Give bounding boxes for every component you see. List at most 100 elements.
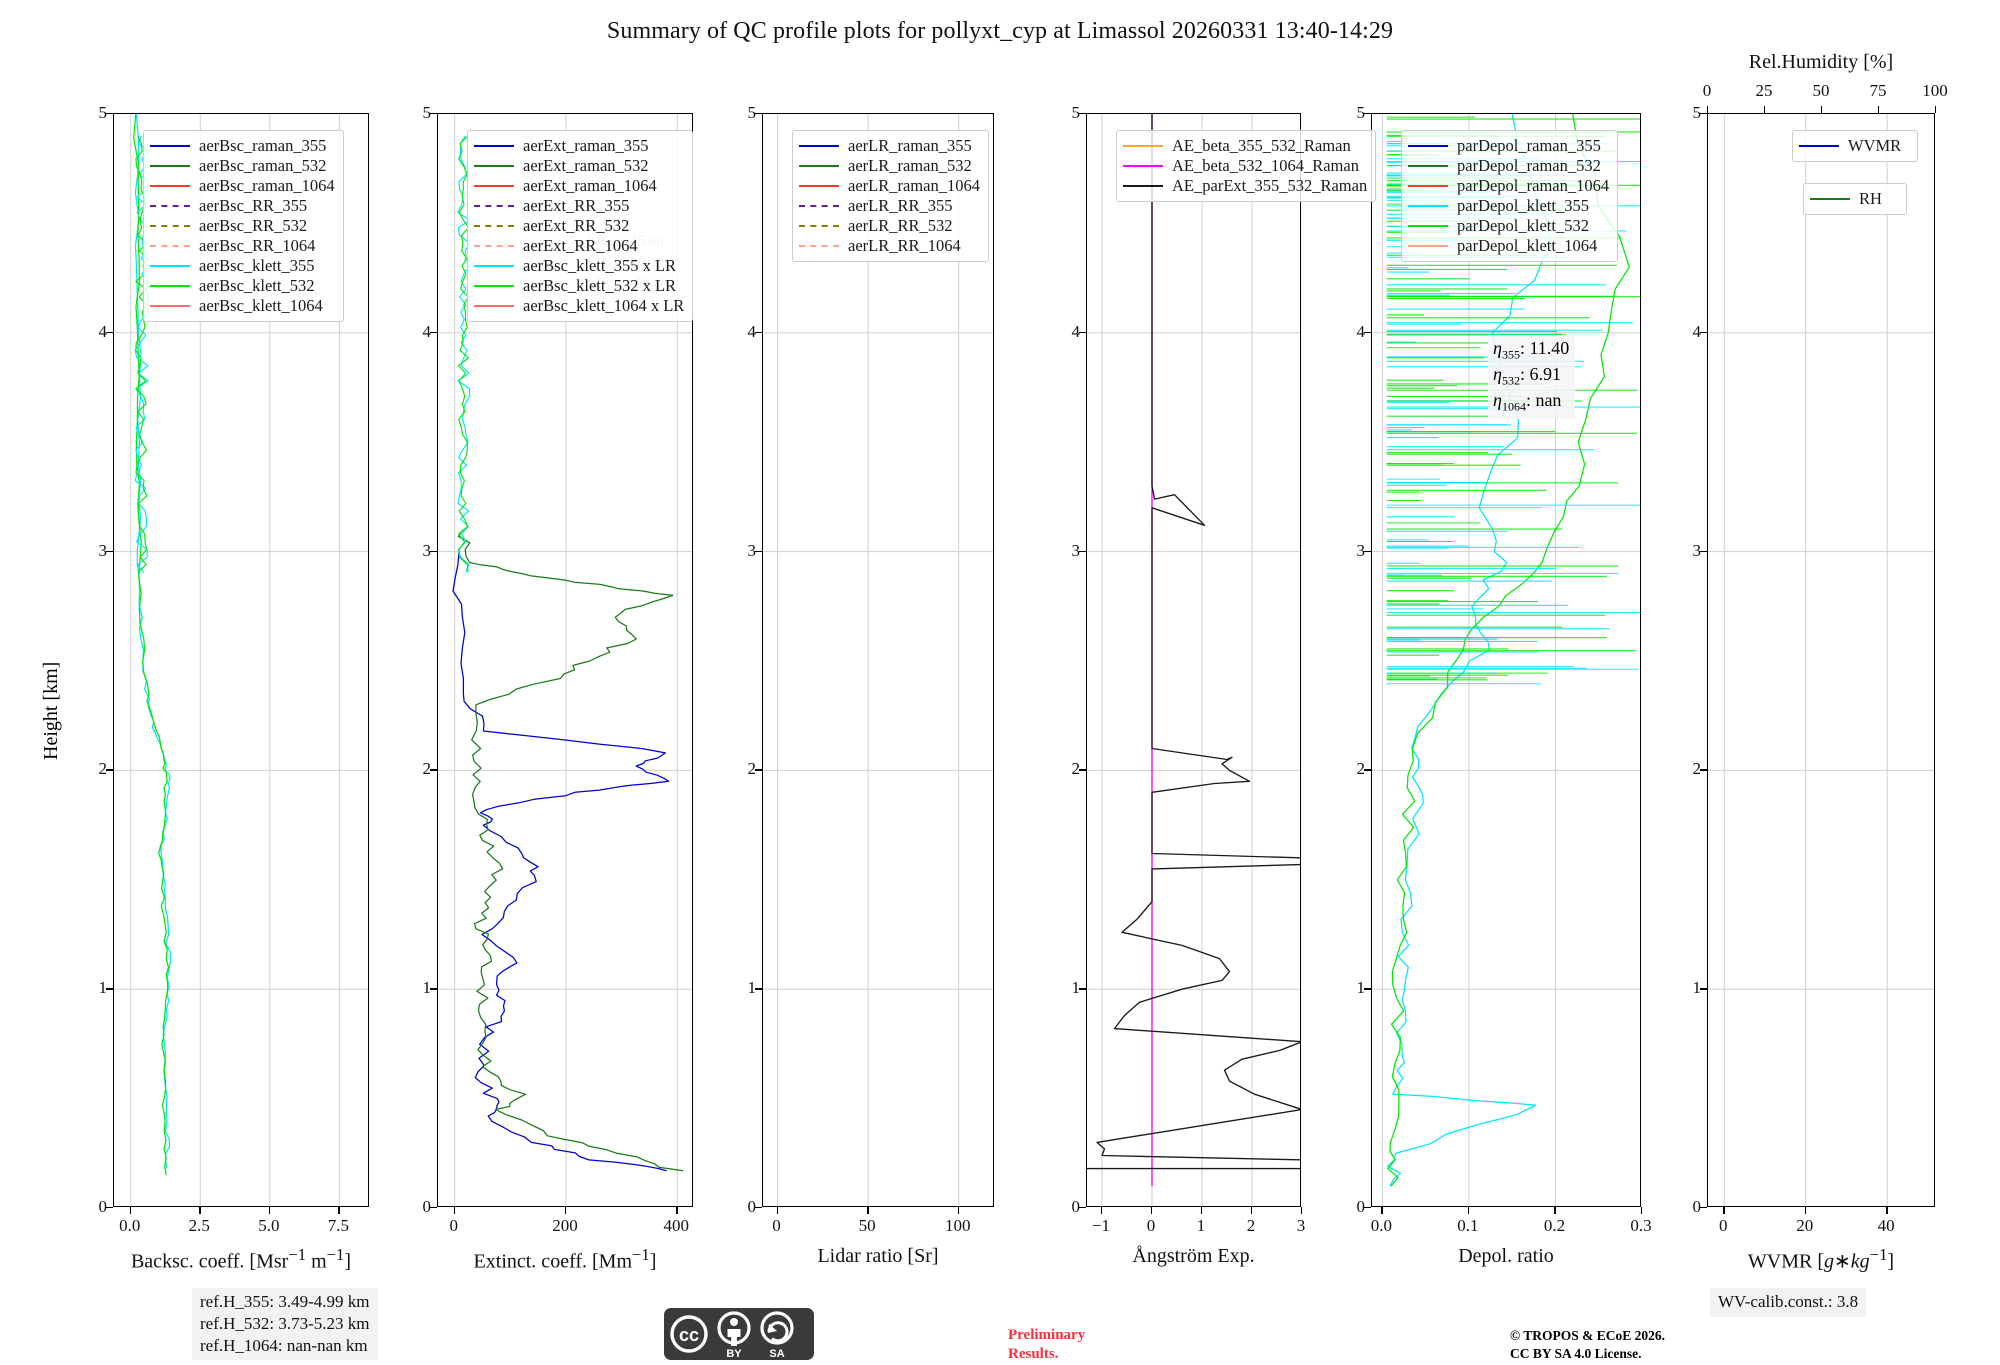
x-tick-wvmr-0: 0	[1719, 1216, 1728, 1235]
legend-lidar-ratio[interactable]: aerLR_raman_355 aerLR_raman_532 aerLR_rama…	[792, 130, 989, 262]
legend-item-aerext-raman-1064[interactable]: aerExt_raman_1064	[474, 176, 684, 196]
legend-item-aerbsc-klett-532[interactable]: aerBsc_klett_532	[150, 276, 335, 296]
y-tickmark	[1079, 550, 1086, 552]
x-tickmark	[1201, 1207, 1203, 1214]
page-title: Summary of QC profile plots for pollyxt_…	[606, 18, 1394, 44]
legend-item-aerlr-raman-532[interactable]: aerLR_raman_532	[799, 156, 980, 176]
y-tick-backscatter-0: 0	[98, 1197, 108, 1216]
preliminary-line-1: Preliminary	[1008, 1327, 1086, 1343]
y-tickmark	[1364, 113, 1371, 115]
legend-item-pardepol-klett-1064[interactable]: parDepol_klett_1064	[1408, 236, 1609, 256]
x-tick-extinction-0: 0	[449, 1216, 458, 1235]
legend-item-aerbsc-raman-532[interactable]: aerBsc_raman_532	[150, 156, 335, 176]
eta-532: η532: 6.91	[1493, 364, 1561, 388]
cc-badge-icon: cc BY SA	[664, 1308, 814, 1360]
legend-label: aerBsc_klett_355 x LR	[523, 255, 677, 275]
legend-item-aerlr-rr-1064[interactable]: aerLR_RR_1064	[799, 236, 980, 256]
legend-item-ae-beta-532-1064-raman[interactable]: AE_beta_532_1064_Raman	[1123, 156, 1367, 176]
y-axis-label: Height [km]	[40, 661, 62, 760]
legend-item-aerext-rr-1064[interactable]: aerExt_RR_1064	[474, 236, 684, 256]
legend-depolarization[interactable]: parDepol_raman_355 parDepol_raman_532 parD…	[1401, 130, 1619, 262]
legend-line-swatch-icon	[150, 225, 190, 227]
legend-item-aerbsc-rr-355[interactable]: aerBsc_RR_355	[150, 196, 335, 216]
legend-item-aerlr-rr-355[interactable]: aerLR_RR_355	[799, 196, 980, 216]
legend-item-ae-parext-355-532-raman[interactable]: AE_parExt_355_532_Raman	[1123, 176, 1367, 196]
y-tickmark	[430, 769, 437, 771]
legend-item-aerbsc-klett-532-x-lr[interactable]: aerBsc_klett_532 x LR	[474, 276, 684, 296]
legend-label: aerBsc_raman_355	[199, 135, 327, 155]
legend-item-aerext-rr-532[interactable]: aerExt_RR_532	[474, 216, 684, 236]
legend-item-pardepol-raman-532[interactable]: parDepol_raman_532	[1408, 156, 1609, 176]
plot-canvas-wvmr	[1708, 114, 1934, 1206]
y-tick-backscatter-2: 2	[98, 759, 108, 779]
legend-item-aerbsc-rr-1064[interactable]: aerBsc_RR_1064	[150, 236, 335, 256]
legend-label: aerLR_raman_1064	[848, 175, 980, 195]
panel-depolarization	[1371, 113, 1641, 1207]
legend-item-pardepol-klett-355[interactable]: parDepol_klett_355	[1408, 196, 1609, 216]
y-tickmark	[1700, 1207, 1707, 1209]
legend-item-rh[interactable]: RH	[1810, 189, 1898, 209]
y-tickmark	[1364, 988, 1371, 990]
y-tickmark	[1079, 1207, 1086, 1209]
legend-item-aerbsc-raman-1064[interactable]: aerBsc_raman_1064	[150, 176, 335, 196]
legend-angstrom[interactable]: AE_beta_355_532_Raman AE_beta_532_1064_Ra…	[1116, 130, 1377, 202]
legend-label: aerBsc_RR_355	[199, 195, 308, 215]
y-tick-wvmr-2: 2	[1692, 759, 1702, 779]
x-tick-extinction-1: 200	[552, 1216, 578, 1235]
legend-wvmr-rh[interactable]: RH	[1803, 183, 1907, 215]
legend-item-wvmr[interactable]: WVMR	[1799, 136, 1909, 156]
legend-item-aerbsc-klett-1064-x-lr[interactable]: aerBsc_klett_1064 x LR	[474, 296, 684, 316]
legend-label: aerBsc_klett_532	[199, 275, 315, 295]
legend-line-swatch-icon	[474, 205, 514, 207]
legend-label: aerBsc_raman_1064	[199, 175, 335, 195]
legend-label: aerExt_RR_532	[523, 215, 630, 235]
legend-label: WVMR	[1848, 135, 1902, 155]
legend-item-aerlr-raman-1064[interactable]: aerLR_raman_1064	[799, 176, 980, 196]
y-tickmark	[1364, 331, 1371, 334]
legend-line-swatch-icon	[150, 264, 190, 268]
legend-item-aerbsc-klett-355-x-lr[interactable]: aerBsc_klett_355 x LR	[474, 256, 684, 276]
y-tickmark	[1079, 113, 1086, 115]
legend-item-pardepol-klett-532[interactable]: parDepol_klett_532	[1408, 216, 1609, 236]
x-tick-backscatter-0: 0.0	[119, 1216, 141, 1235]
legend-extinction[interactable]: aerExt_raman_355 aerExt_raman_532 aerExt_r…	[467, 130, 694, 322]
legend-line-swatch-icon	[474, 164, 514, 168]
legend-item-pardepol-raman-355[interactable]: parDepol_raman_355	[1408, 136, 1609, 156]
legend-item-aerbsc-klett-355[interactable]: aerBsc_klett_355	[150, 256, 335, 276]
legend-line-swatch-icon	[150, 144, 190, 148]
x-tick-angstrom-1: 0	[1146, 1216, 1156, 1235]
legend-label: parDepol_klett_355	[1457, 195, 1589, 215]
legend-item-aerext-raman-355[interactable]: aerExt_raman_355	[474, 136, 684, 156]
legend-item-aerext-rr-355[interactable]: aerExt_RR_355	[474, 196, 684, 216]
legend-line-swatch-icon	[150, 205, 190, 207]
creative-commons-badge[interactable]: cc BY SA	[664, 1308, 814, 1360]
preliminary-results-note: Preliminary Results.	[1008, 1326, 1085, 1364]
legend-line-swatch-icon	[474, 264, 514, 268]
svg-text:cc: cc	[679, 1325, 699, 1345]
legend-item-aerbsc-raman-355[interactable]: aerBsc_raman_355	[150, 136, 335, 156]
ref-height-355: ref.H_355: 3.49-4.99 km	[200, 1292, 370, 1311]
y-tick-extinction-5: 5	[422, 103, 432, 122]
y-tick-angstrom-2: 2	[1071, 759, 1081, 779]
legend-label: aerBsc_klett_1064 x LR	[523, 295, 685, 315]
x-tick-depolarization-3: 0.3	[1630, 1216, 1652, 1235]
legend-item-ae-beta-355-532-raman[interactable]: AE_beta_355_532_Raman	[1123, 136, 1367, 156]
legend-item-pardepol-raman-1064[interactable]: parDepol_raman_1064	[1408, 176, 1609, 196]
y-tick-lidar-ratio-2: 2	[747, 759, 757, 779]
legend-backscatter[interactable]: aerBsc_raman_355 aerBsc_raman_532 aerBsc_r…	[143, 130, 344, 322]
legend-item-aerext-raman-532[interactable]: aerExt_raman_532	[474, 156, 684, 176]
legend-item-aerlr-rr-532[interactable]: aerLR_RR_532	[799, 216, 980, 236]
x-axis-label-depolarization: Depol. ratio	[1458, 1245, 1554, 1267]
x-tickmark	[268, 1207, 271, 1214]
legend-wvmr[interactable]: WVMR	[1792, 130, 1918, 162]
legend-item-aerbsc-rr-532[interactable]: aerBsc_RR_532	[150, 216, 335, 236]
top-x-tickmark	[1707, 106, 1709, 113]
legend-label: AE_beta_532_1064_Raman	[1172, 155, 1359, 175]
x-tick-lidar-ratio-2: 100	[945, 1216, 971, 1235]
legend-item-aerbsc-klett-1064[interactable]: aerBsc_klett_1064	[150, 296, 335, 316]
y-tickmark	[1079, 331, 1086, 334]
legend-item-aerlr-raman-355[interactable]: aerLR_raman_355	[799, 136, 980, 156]
top-x-tick-2: 50	[1812, 81, 1830, 100]
legend-label: parDepol_raman_1064	[1457, 175, 1610, 195]
legend-line-swatch-icon	[474, 225, 514, 227]
